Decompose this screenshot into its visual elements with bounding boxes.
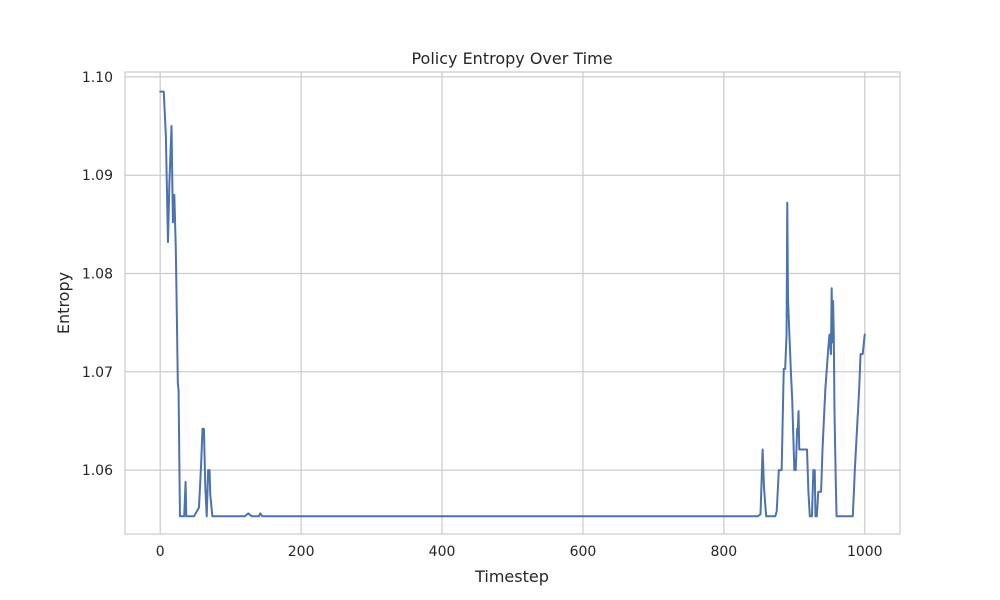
y-tick-label: 1.08: [82, 267, 113, 283]
y-axis-label: Entropy: [54, 272, 73, 334]
y-tick-label: 1.10: [82, 70, 113, 86]
x-tick-labels: 0 200 400 600 800 1000: [156, 544, 883, 560]
x-tick-label: 200: [288, 544, 315, 560]
x-tick-label: 0: [156, 544, 165, 560]
series-layer: [159, 90, 866, 518]
x-tick-label: 600: [570, 544, 597, 560]
y-gridlines: [125, 76, 900, 471]
y-tick-label: 1.09: [82, 168, 113, 184]
entropy-series-line: [159, 90, 866, 518]
x-tick-label: 400: [429, 544, 456, 560]
x-gridlines: [159, 72, 866, 534]
x-tick-label: 1000: [847, 544, 883, 560]
plot-frame: [124, 71, 901, 535]
x-tick-label: 800: [710, 544, 737, 560]
chart-title: Policy Entropy Over Time: [411, 49, 612, 68]
y-tick-labels: 1.06 1.07 1.08 1.09 1.10: [82, 70, 113, 479]
x-axis-label: Timestep: [474, 567, 549, 586]
y-tick-label: 1.06: [82, 463, 113, 479]
y-tick-label: 1.07: [82, 365, 113, 381]
